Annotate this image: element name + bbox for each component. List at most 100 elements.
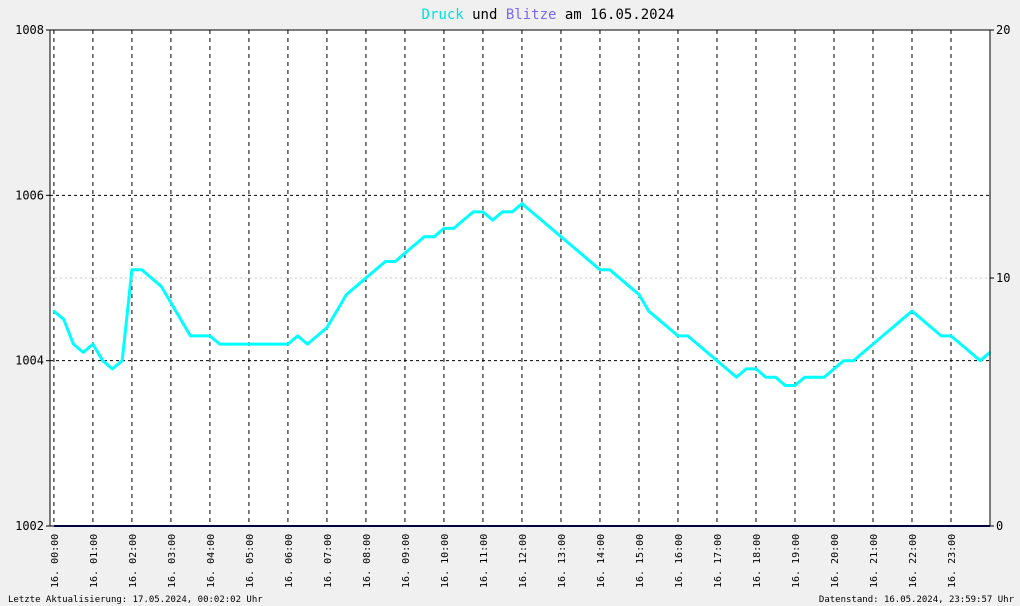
x-tick-label: 16. 05:00 [245, 534, 256, 588]
series-point [686, 334, 689, 338]
series-point [940, 334, 943, 338]
series-point [832, 367, 836, 371]
series-point [520, 202, 524, 205]
x-tick-label: 16. 20:00 [830, 534, 841, 588]
series-point [208, 334, 212, 338]
x-tick-label: 16. 03:00 [167, 534, 178, 588]
x-tick-label: 16. 04:00 [206, 534, 217, 588]
series-point [667, 326, 670, 329]
series-point [306, 342, 309, 346]
title-part-0: Druck [422, 7, 465, 23]
y-left-tick-label: 1002 [15, 519, 44, 533]
x-tick-label: 16. 08:00 [362, 534, 373, 588]
series-point [257, 342, 260, 346]
series-point [296, 334, 299, 338]
series-point [823, 376, 826, 379]
series-point [706, 351, 709, 354]
series-point [335, 309, 338, 313]
x-tick-label: 16. 16:00 [674, 534, 685, 588]
series-point [550, 227, 553, 230]
series-point [784, 384, 787, 387]
x-tick-label: 16. 22:00 [908, 534, 919, 588]
series-point [608, 268, 611, 271]
series-point [150, 276, 153, 280]
series-point [267, 342, 270, 346]
series-point [579, 252, 582, 255]
title-part-1: und [464, 7, 506, 23]
series-point [101, 359, 104, 362]
series-point [745, 367, 748, 371]
series-point [481, 210, 485, 214]
series-point [247, 342, 251, 346]
x-tick-label: 16. 14:00 [596, 534, 607, 588]
series-point [803, 376, 806, 379]
x-tick-label: 16. 00:00 [50, 534, 61, 588]
series-point [52, 309, 56, 313]
series-point [452, 227, 455, 230]
x-tick-label: 16. 07:00 [323, 534, 334, 588]
series-point [316, 334, 319, 338]
series-point [842, 359, 845, 362]
series-point [852, 359, 855, 362]
series-point [91, 342, 95, 346]
x-tick-label: 16. 19:00 [791, 534, 802, 588]
series-point [881, 334, 884, 338]
series-point [930, 326, 933, 329]
x-tick-label: 16. 01:00 [89, 534, 100, 588]
x-tick-label: 16. 18:00 [752, 534, 763, 588]
series-point [72, 342, 75, 346]
series-point [433, 235, 436, 238]
series-point [355, 285, 358, 288]
series-point [598, 268, 602, 271]
series-point [169, 301, 173, 304]
x-tick-label: 16. 10:00 [440, 534, 451, 588]
y-right-tick-label: 10 [996, 271, 1010, 285]
y-left-tick-label: 1008 [15, 23, 44, 37]
x-tick-label: 16. 15:00 [635, 534, 646, 588]
series-point [540, 218, 543, 222]
series-point [657, 318, 660, 321]
series-point [589, 260, 592, 263]
series-point [286, 342, 290, 346]
x-tick-label: 16. 11:00 [479, 534, 490, 588]
series-point [501, 210, 504, 214]
x-tick-label: 16. 17:00 [713, 534, 724, 588]
y-right-tick-label: 0 [996, 519, 1003, 533]
series-point [774, 376, 777, 379]
series-point [696, 342, 699, 346]
series-point [228, 342, 231, 346]
x-tick-label: 16. 13:00 [557, 534, 568, 588]
series-point [423, 235, 426, 238]
series-point [647, 309, 650, 313]
series-point [920, 318, 923, 321]
series-point [199, 334, 202, 338]
footer-right: Datenstand: 16.05.2024, 23:59:57 Uhr [819, 595, 1015, 605]
series-point [345, 293, 348, 296]
footer-left: Letzte Aktualisierung: 17.05.2024, 00:02… [8, 595, 263, 605]
series-point [140, 268, 143, 271]
series-point [949, 334, 953, 338]
series-point [969, 351, 972, 354]
x-tick-label: 16. 02:00 [128, 534, 139, 588]
series-point [238, 342, 241, 346]
series-point [62, 318, 65, 321]
series-point [530, 210, 533, 214]
series-point [871, 342, 875, 346]
series-point [979, 359, 982, 362]
y-axis-right: 0 10 20 [990, 23, 1010, 533]
series-point [413, 243, 416, 247]
series-point [394, 260, 397, 263]
series-point [179, 318, 182, 321]
series-point [754, 367, 758, 371]
series-point [628, 285, 631, 288]
x-tick-label: 16. 06:00 [284, 534, 295, 588]
y-left-tick-label: 1004 [15, 354, 44, 368]
x-axis-labels: 16. 00:00 16. 01:00 16. 02:00 16. 03:00 16. … [50, 534, 958, 588]
x-tick-label: 16. 12:00 [518, 534, 529, 588]
series-point [910, 309, 914, 313]
grid [50, 30, 990, 526]
series-point [676, 334, 680, 338]
y-left-tick-label: 1006 [15, 188, 44, 202]
series-point [715, 359, 719, 362]
series-point [384, 260, 387, 263]
